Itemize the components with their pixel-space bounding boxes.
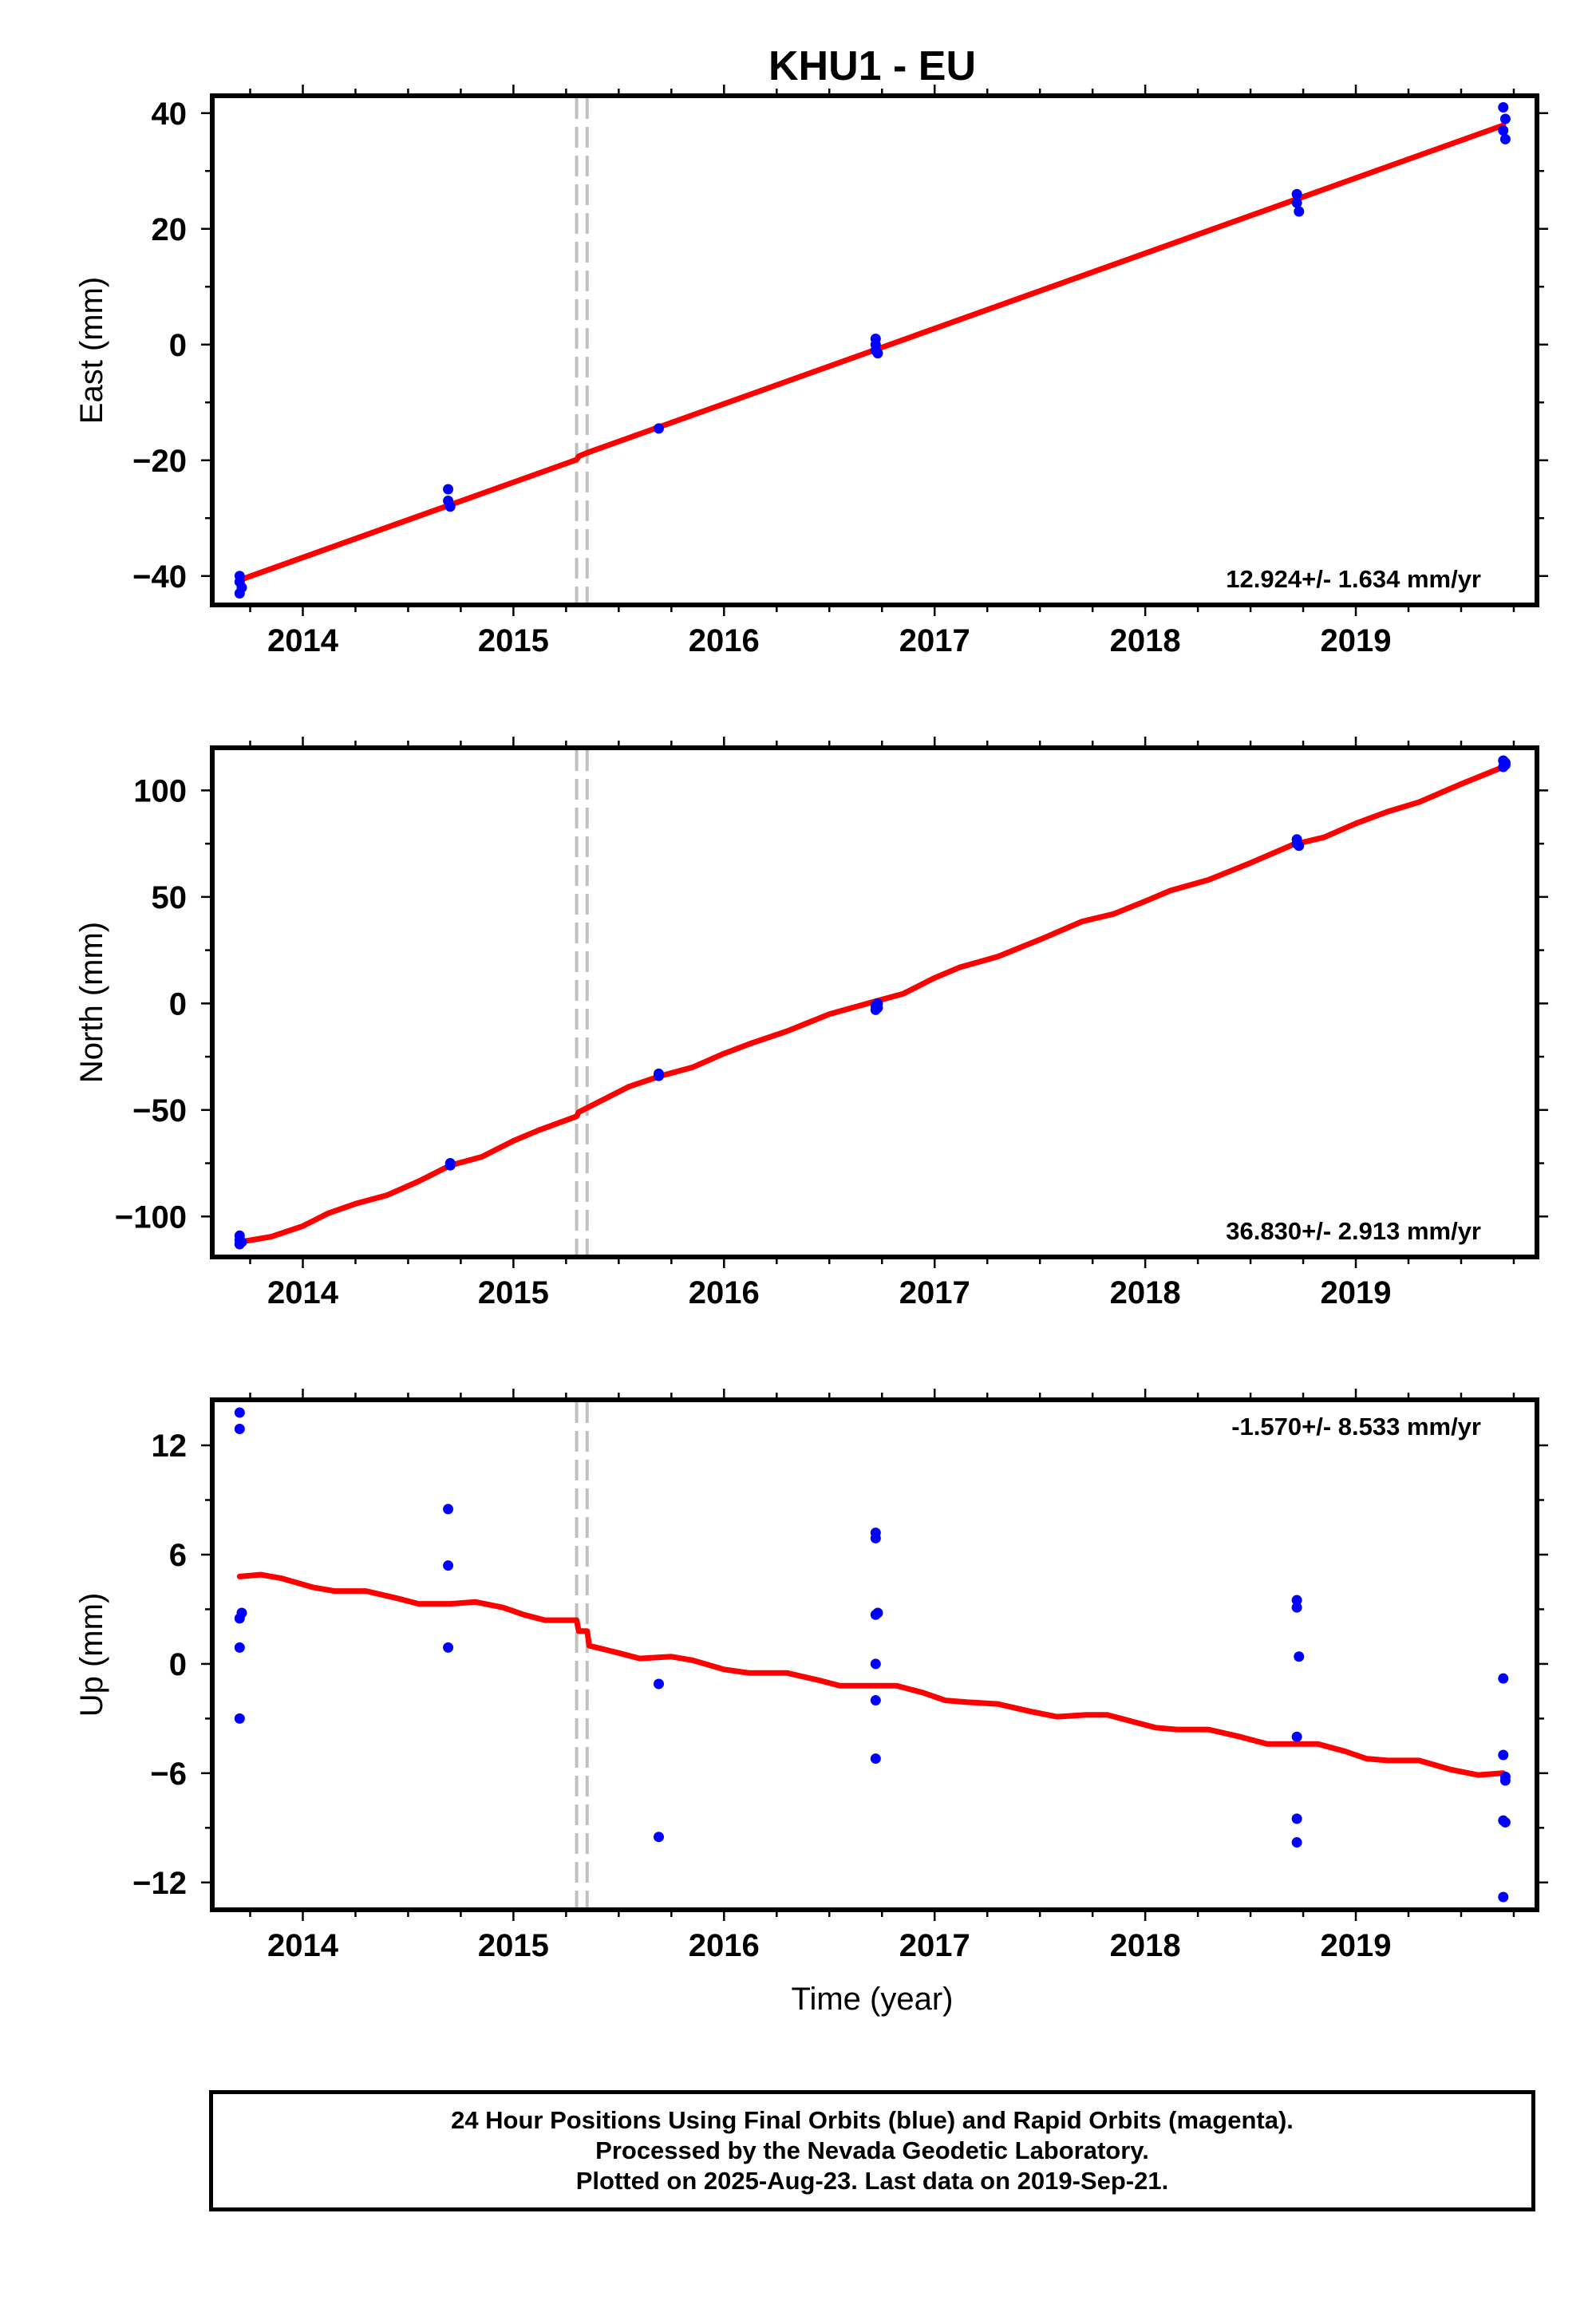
east-data-point (1499, 113, 1511, 124)
east-x-tick-label: 2018 (1110, 623, 1181, 658)
north-data-point (444, 1160, 456, 1171)
up-data-point (870, 1658, 881, 1670)
up-x-tick-label: 2018 (1110, 1928, 1181, 1963)
north-y-tick-label: −50 (132, 1093, 187, 1128)
up-data-point (234, 1713, 245, 1724)
up-x-tick-label: 2014 (267, 1928, 339, 1963)
north-x-tick-label: 2019 (1321, 1275, 1392, 1310)
up-y-tick-label: −12 (132, 1866, 187, 1901)
caption-line-orbits: 24 Hour Positions Using Final Orbits (bl… (451, 2106, 1294, 2134)
up-data-point (1498, 1749, 1509, 1761)
up-data-point (443, 1560, 454, 1571)
up-x-tick-label: 2017 (899, 1928, 970, 1963)
east-data-point (1499, 133, 1511, 144)
north-model-line (236, 764, 1507, 1245)
up-data-point (1498, 1891, 1509, 1903)
east-data-point (1294, 206, 1305, 217)
east-y-tick-label: 40 (152, 97, 188, 132)
east-x-tick-label: 2015 (478, 623, 549, 658)
up-data-point (1291, 1731, 1302, 1742)
east-x-tick-label: 2016 (689, 623, 760, 658)
caption-box: 24 Hour Positions Using Final Orbits (bl… (209, 2090, 1535, 2211)
north-data-point (653, 1070, 664, 1081)
east-y-tick-label: −40 (132, 559, 187, 595)
north-x-tick-label: 2015 (478, 1275, 549, 1310)
north-y-axis-label: North (mm) (74, 922, 109, 1083)
up-x-tick-label: 2016 (689, 1928, 760, 1963)
up-data-point (870, 1695, 881, 1706)
up-y-axis-label: Up (mm) (74, 1593, 109, 1717)
east-x-tick-label: 2017 (899, 623, 970, 658)
east-x-tick-label: 2014 (267, 623, 339, 658)
north-plot-frame (210, 745, 1539, 1259)
east-data-point (444, 501, 456, 512)
up-model-line (236, 1571, 1507, 1778)
east-panel: 2014 2015 2016 2017 2018 2019 −40 −20 0 20 40 East … (74, 85, 1548, 658)
up-data-point (234, 1424, 245, 1435)
up-data-point (1499, 1775, 1511, 1786)
up-y-tick-label: 0 (169, 1647, 187, 1682)
up-data-point (870, 1609, 881, 1620)
up-y-tick-label: 6 (169, 1538, 187, 1573)
north-data-point (234, 1239, 245, 1250)
up-data-point (1294, 1651, 1305, 1662)
east-x-tick-label: 2019 (1321, 623, 1392, 658)
east-y-tick-label: 0 (169, 328, 187, 363)
figure-title: KHU1 - EU (768, 43, 976, 89)
east-data-point (443, 484, 454, 495)
up-panel: 2014 2015 2016 2017 2018 2019 −12 −6 0 6 12 Up (mm)… (74, 1389, 1548, 1963)
up-plot-frame (210, 1397, 1539, 1912)
east-y-axis-label: East (mm) (74, 277, 109, 424)
east-data-point (1498, 102, 1509, 113)
east-y-tick-label: −20 (132, 444, 187, 479)
up-x-tick-label: 2019 (1321, 1928, 1392, 1963)
caption-line-processed: Processed by the Nevada Geodetic Laborat… (595, 2136, 1149, 2164)
up-data-point (234, 1642, 245, 1653)
east-data-point (653, 423, 664, 434)
up-data-point (234, 1613, 245, 1624)
north-velocity-label: 36.830+/- 2.913 mm/yr (1226, 1217, 1481, 1245)
up-data-point (1498, 1673, 1509, 1684)
east-plot-frame (210, 93, 1539, 607)
north-x-tick-label: 2014 (267, 1275, 339, 1310)
east-data-point (1498, 125, 1509, 136)
east-data-point (872, 348, 883, 359)
north-y-tick-label: 100 (133, 773, 187, 808)
east-data-point (1291, 197, 1302, 208)
north-data-point (1294, 840, 1305, 852)
north-data-point (872, 1002, 883, 1014)
up-data-point (653, 1678, 664, 1690)
up-data-point (1291, 1837, 1302, 1848)
up-data-point (1291, 1813, 1302, 1824)
up-data-point (234, 1407, 245, 1418)
up-data-point (870, 1753, 881, 1765)
x-axis-label: Time (year) (792, 1982, 954, 2017)
up-data-point (443, 1504, 454, 1515)
up-y-tick-label: −6 (150, 1757, 187, 1792)
east-velocity-label: 12.924+/- 1.634 mm/yr (1226, 565, 1481, 593)
east-model-line (236, 122, 1507, 583)
north-x-tick-label: 2016 (689, 1275, 760, 1310)
north-y-tick-label: 50 (152, 880, 188, 915)
north-x-tick-label: 2017 (899, 1275, 970, 1310)
up-velocity-label: -1.570+/- 8.533 mm/yr (1231, 1413, 1481, 1441)
north-panel: 2014 2015 2016 2017 2018 2019 −100 −50 0 50 100 Nor… (74, 737, 1548, 1310)
caption-line-plotted: Plotted on 2025-Aug-23. Last data on 201… (575, 2167, 1169, 2195)
up-data-point (443, 1642, 454, 1653)
up-data-point (1291, 1602, 1302, 1613)
up-data-point (1499, 1816, 1511, 1828)
up-data-point (653, 1832, 664, 1843)
north-x-tick-label: 2018 (1110, 1275, 1181, 1310)
east-data-point (1291, 188, 1302, 200)
north-y-tick-label: 0 (169, 986, 187, 1022)
up-data-point (870, 1532, 881, 1543)
north-y-tick-label: −100 (115, 1199, 187, 1235)
up-y-tick-label: 12 (152, 1429, 188, 1464)
east-data-point (234, 588, 245, 599)
up-data-point (1291, 1595, 1302, 1606)
east-y-tick-label: 20 (152, 212, 188, 247)
up-x-tick-label: 2015 (478, 1928, 549, 1963)
north-data-point (1499, 757, 1511, 769)
